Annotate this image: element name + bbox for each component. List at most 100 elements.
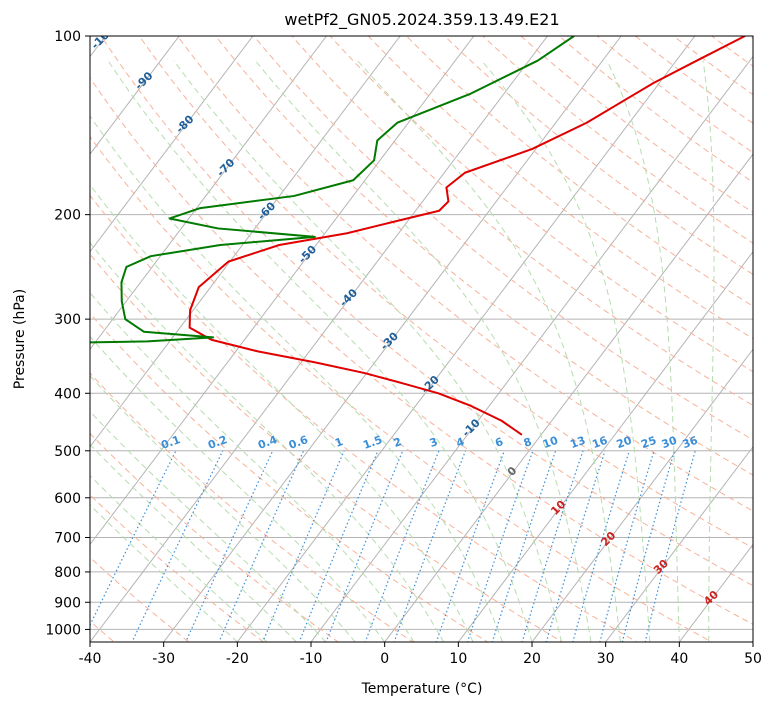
mixing-ratio-line: [491, 450, 557, 642]
mixing-ratio-label: 4: [454, 435, 466, 450]
dry-adiabat-line: [215, 36, 753, 476]
moist-adiabat-line: [107, 60, 533, 642]
y-tick-label: 600: [54, 491, 81, 507]
dry-adiabat-line: [291, 36, 753, 407]
mixing-ratio-label: 2: [392, 435, 404, 450]
dry-adiabat-label: -60: [255, 199, 278, 222]
y-tick-label: 700: [54, 531, 81, 547]
plot-area: 0.1 0.2 0.4 0.6 1 1.5 2 3 4 6 8 10 13 16 20 25 30 36-100-…: [90, 36, 753, 642]
dry-adiabat-label: -80: [173, 112, 196, 135]
moist-adiabat-line: [173, 60, 562, 642]
x-tick-label: 50: [744, 651, 762, 667]
moist-adiabat-line: [356, 60, 621, 642]
mixing-ratio-labels: 0.1 0.2 0.4 0.6 1 1.5 2 3 4 6 8 10 13 16 20 25 30 36: [159, 433, 699, 452]
x-tick-label: -10: [300, 651, 323, 667]
mixing-ratio-label: 10: [541, 434, 560, 452]
moist-adiabat-line: [606, 60, 680, 642]
mixing-ratio-line: [466, 450, 534, 642]
isotherm-line: [236, 36, 696, 642]
dry-adiabat-line: [329, 36, 753, 373]
mixing-ratio-label: 0.4: [256, 433, 279, 452]
moist-adiabat-line: [90, 410, 327, 642]
mixing-ratio-label: 30: [660, 434, 679, 452]
moist-adiabat-lines: [90, 60, 715, 642]
mixing-ratio-line: [131, 450, 224, 642]
dry-adiabat-line: [90, 135, 713, 642]
dry-adiabat-line: [253, 36, 753, 441]
mixing-ratio-label: 8: [522, 435, 534, 450]
isotherm-line: [90, 36, 254, 253]
dry-adiabat-label: -50: [296, 243, 319, 266]
isotherm-lines: [90, 36, 753, 642]
isotherm-line: [457, 250, 753, 642]
x-axis: -40 -30 -20 -10 0 10 20 30 40 50: [79, 642, 762, 667]
mixing-ratio-line: [262, 450, 345, 642]
mixing-ratio-label: 0.2: [206, 433, 229, 452]
mixing-ratio-line: [298, 450, 379, 642]
x-axis-label: Temperature (°C): [361, 681, 483, 697]
dry-adiabat-line: [90, 372, 414, 642]
moist-adiabat-line: [702, 60, 715, 642]
mixing-ratio-line: [521, 450, 584, 642]
isotherm-line: [384, 153, 753, 642]
mixing-ratio-line: [644, 450, 696, 642]
moist-adiabat-line: [90, 184, 474, 642]
mixing-ratio-line: [435, 450, 505, 642]
moist-adiabat-line: [254, 60, 592, 642]
dry-adiabat-label: -70: [214, 156, 237, 179]
mixing-ratio-label: 0.1: [159, 433, 182, 452]
dry-adiabat-line: [634, 36, 753, 124]
mixing-ratio-line: [572, 450, 630, 642]
mixing-ratio-line: [621, 450, 676, 642]
temperature-profile-line: [188, 36, 746, 436]
isotherm-line: [90, 36, 327, 351]
mixing-ratio-label: 1.5: [361, 433, 384, 452]
moist-adiabat-line: [90, 474, 268, 642]
dry-adiabat-label: -30: [378, 329, 401, 352]
y-tick-label: 1000: [45, 622, 81, 638]
y-tick-label: 900: [54, 595, 81, 611]
mixing-ratio-label: 1: [333, 435, 345, 450]
mixing-ratio-label: 13: [568, 434, 587, 451]
mixing-ratio-line: [218, 450, 305, 642]
x-tick-label: 0: [380, 651, 389, 667]
y-tick-label: 400: [54, 386, 81, 402]
mixing-ratio-label: 20: [615, 434, 634, 452]
dry-adiabat-line: [90, 432, 340, 642]
dry-adiabat-label: -90: [132, 69, 155, 92]
moist-adiabat-line: [90, 335, 386, 642]
plot-frame: [89, 35, 754, 643]
isotherm-line: [90, 36, 475, 546]
isotherm-line: [605, 446, 753, 642]
y-tick-label: 800: [54, 565, 81, 581]
mixing-ratio-label: 25: [639, 434, 658, 451]
moist-adiabat-line: [481, 60, 651, 642]
x-tick-label: 20: [523, 651, 541, 667]
dry-adiabat-line: [405, 36, 753, 307]
dry-adiabat-line: [90, 253, 564, 642]
dry-adiabat-line: [90, 494, 265, 642]
moist-adiabat-line: [90, 115, 503, 642]
y-axis: 100 200 300 400 500 600 700 800 900 1000: [45, 29, 90, 638]
x-tick-label: 10: [449, 651, 467, 667]
x-tick-label: 40: [670, 651, 688, 667]
mixing-ratio-label: 16: [590, 434, 609, 452]
dry-adiabat-lines: [90, 36, 753, 642]
y-tick-label: 500: [54, 444, 81, 460]
dry-adiabat-line: [100, 36, 753, 587]
isobar-lines: [90, 36, 753, 630]
x-tick-label: -40: [79, 651, 102, 667]
dry-adiabat-line: [90, 312, 489, 642]
moist-adiabat-line: [90, 375, 356, 642]
mixing-ratio-label: 36: [681, 434, 700, 452]
x-tick-label: -30: [152, 651, 175, 667]
dry-adiabat-line: [367, 36, 753, 340]
mixing-ratio-label: 0.6: [287, 433, 310, 452]
chart-title: wetPf2_GN05.2024.359.13.49.E21: [284, 10, 559, 30]
x-tick-label: -20: [226, 651, 249, 667]
isotherm-line: [678, 543, 753, 642]
mixing-ratio-line: [599, 450, 655, 642]
mixing-ratio-line: [393, 450, 467, 642]
